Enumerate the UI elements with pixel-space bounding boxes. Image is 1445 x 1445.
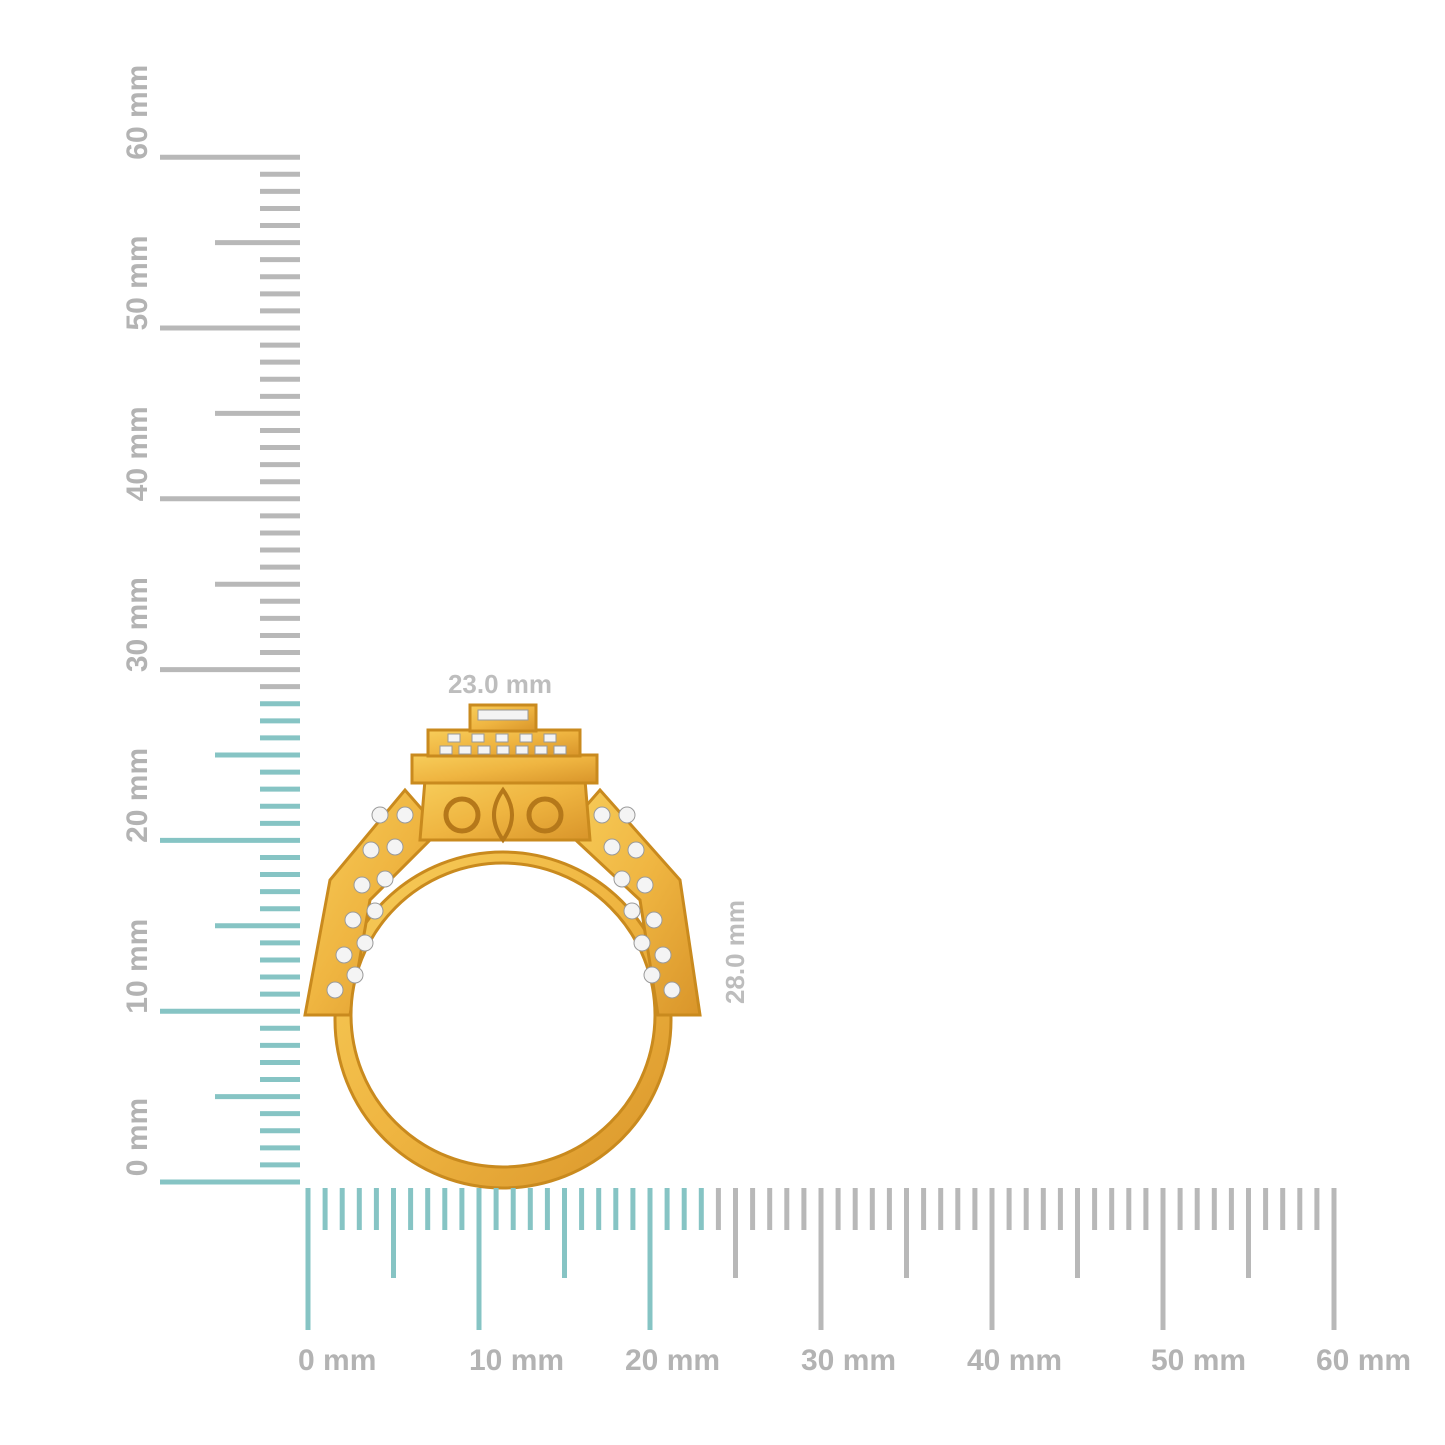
- halo-base: [410, 753, 599, 785]
- diamond: [477, 745, 491, 755]
- diamond: [326, 981, 344, 999]
- filigree: [492, 786, 514, 844]
- height-dimension: 28.0 mm: [720, 900, 750, 1004]
- x-ruler-label: 40 mm: [967, 1344, 1062, 1377]
- diamond: [519, 733, 533, 743]
- x-ruler-label: 60 mm: [1316, 1344, 1411, 1377]
- diamond: [346, 966, 364, 984]
- x-ruler-label: 20 mm: [625, 1344, 720, 1377]
- y-ruler-label: 30 mm: [121, 577, 154, 672]
- diamond: [386, 838, 404, 856]
- diamond: [654, 946, 672, 964]
- diamond: [627, 841, 645, 859]
- diamond: [335, 946, 353, 964]
- ring-opening: [349, 861, 657, 1169]
- y-ruler-label: 60 mm: [121, 65, 154, 160]
- diamond: [344, 911, 362, 929]
- filigree: [526, 796, 564, 834]
- diamond: [366, 902, 384, 920]
- diamond: [353, 876, 371, 894]
- diamond: [362, 841, 380, 859]
- diamond: [439, 745, 453, 755]
- ring: [303, 703, 702, 1190]
- y-ruler-label: 50 mm: [121, 235, 154, 330]
- diamond: [645, 911, 663, 929]
- diamond: [636, 876, 654, 894]
- diamond: [371, 806, 389, 824]
- diamond: [356, 934, 374, 952]
- diamond: [623, 902, 641, 920]
- y-ruler-label: 0 mm: [121, 1098, 154, 1176]
- x-ruler-label: 0 mm: [298, 1344, 376, 1377]
- diamond: [613, 870, 631, 888]
- diamond: [495, 733, 509, 743]
- y-ruler-label: 10 mm: [121, 919, 154, 1014]
- diamond: [515, 745, 529, 755]
- x-ruler-label: 50 mm: [1151, 1344, 1246, 1377]
- diamond: [396, 806, 414, 824]
- diamond: [376, 870, 394, 888]
- filigree: [443, 796, 481, 834]
- diamond: [534, 745, 548, 755]
- diamond: [447, 733, 461, 743]
- diamond: [593, 806, 611, 824]
- diamond: [471, 733, 485, 743]
- diamond: [477, 709, 529, 721]
- diamond: [603, 838, 621, 856]
- x-ruler-label: 10 mm: [469, 1344, 564, 1377]
- y-ruler-label: 20 mm: [121, 748, 154, 843]
- diamond: [458, 745, 472, 755]
- width-dimension: 23.0 mm: [448, 669, 552, 699]
- diamond: [496, 745, 510, 755]
- diamonds: [326, 709, 681, 999]
- x-ruler-label: 30 mm: [801, 1344, 896, 1377]
- diamond: [543, 733, 557, 743]
- diamond: [643, 966, 661, 984]
- y-ruler-label: 40 mm: [121, 406, 154, 501]
- diamond: [553, 745, 567, 755]
- diamond: [633, 934, 651, 952]
- diamond: [618, 806, 636, 824]
- diamond: [663, 981, 681, 999]
